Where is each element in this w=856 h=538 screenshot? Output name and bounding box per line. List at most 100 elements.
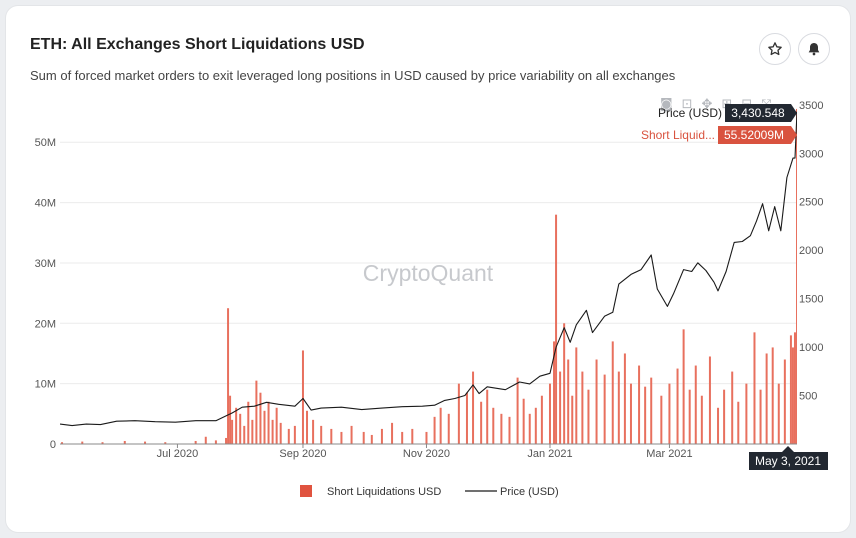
- short-liq-bar: [411, 428, 414, 444]
- short-liq-bar: [717, 407, 720, 444]
- y-axis-left: 0 10M 20M 30M 40M 50M: [35, 137, 56, 451]
- short-liq-bar: [204, 436, 207, 444]
- favorite-button[interactable]: [759, 33, 791, 65]
- bar-series: [61, 108, 797, 444]
- x-tick-label: Sep 2020: [279, 448, 326, 460]
- short-liq-bar: [581, 371, 584, 444]
- short-liq-bar: [465, 392, 468, 444]
- short-liq-bar: [164, 442, 167, 444]
- short-liq-bar: [516, 377, 519, 444]
- short-liq-bar: [472, 371, 475, 444]
- short-liq-bar: [676, 368, 679, 444]
- x-axis: Jul 2020 Sep 2020 Nov 2020 Jan 2021 Mar 2021: [60, 443, 797, 460]
- hover-short-label: Short Liquid...: [641, 128, 715, 142]
- short-liq-bar: [682, 329, 685, 444]
- short-liq-bar: [660, 395, 663, 444]
- short-liq-bar: [731, 371, 734, 444]
- short-liq-bar: [595, 359, 598, 444]
- short-liq-bar: [623, 353, 626, 444]
- hover-price-label: Price (USD): [658, 106, 722, 120]
- hover-date: May 3, 2021: [755, 454, 821, 468]
- y-left-tick: 10M: [35, 379, 56, 391]
- short-liq-bar: [123, 440, 126, 444]
- legend-short-swatch[interactable]: [300, 485, 312, 497]
- legend-short-label[interactable]: Short Liquidations USD: [327, 486, 441, 498]
- y-left-tick: 50M: [35, 137, 56, 149]
- short-liq-bar: [447, 413, 450, 444]
- short-liq-bar: [777, 383, 780, 444]
- short-liq-bar: [571, 395, 574, 444]
- short-liq-bar: [279, 422, 282, 444]
- short-liq-bar: [553, 341, 556, 444]
- short-liq-bar: [644, 386, 647, 444]
- y-axis-right: 500 1000 1500 2000 2500 3000 3500: [799, 100, 823, 403]
- legend-price-label[interactable]: Price (USD): [500, 486, 559, 498]
- short-liq-bar: [306, 410, 309, 444]
- short-liq-bar: [380, 428, 383, 444]
- short-liq-bar: [239, 413, 242, 444]
- short-liq-bar: [688, 389, 691, 444]
- y-right-tick: 500: [799, 391, 817, 403]
- short-liq-bar: [214, 440, 217, 444]
- short-liq-bar: [320, 425, 323, 444]
- hover-short-box: [718, 126, 791, 144]
- short-liq-bar: [194, 440, 197, 444]
- bell-icon: [808, 43, 820, 56]
- short-liq-bar: [401, 431, 404, 444]
- short-liq-bar: [548, 383, 551, 444]
- short-liq-bar: [243, 425, 246, 444]
- short-liq-bar: [567, 359, 570, 444]
- short-liq-bar: [771, 347, 774, 444]
- short-liq-bar: [745, 383, 748, 444]
- short-liq-bar: [255, 380, 258, 444]
- short-liq-bar: [293, 425, 296, 444]
- short-liq-bar: [486, 389, 489, 444]
- camera-icon[interactable]: ◙: [660, 97, 673, 112]
- star-icon: [768, 42, 782, 56]
- short-liq-bar: [575, 347, 578, 444]
- short-liq-bar: [101, 442, 104, 444]
- short-liq-bar: [271, 419, 274, 444]
- chart-grid: [60, 141, 797, 445]
- short-liq-bar: [287, 428, 290, 444]
- y-left-tick: 40M: [35, 198, 56, 210]
- short-liq-bar: [638, 365, 641, 444]
- short-liq-bar: [433, 416, 436, 444]
- alert-button[interactable]: [798, 33, 830, 65]
- short-liq-bar: [350, 425, 353, 444]
- short-liq-bar: [587, 389, 590, 444]
- short-liq-bar: [231, 419, 234, 444]
- short-liq-bar: [247, 401, 250, 444]
- short-liq-bar: [617, 371, 620, 444]
- short-liq-bar: [603, 374, 606, 444]
- pan-icon[interactable]: ✥: [701, 97, 713, 112]
- y-right-tick: 2500: [799, 197, 823, 209]
- short-liq-bar: [723, 389, 726, 444]
- x-tick-label: Jul 2020: [157, 448, 199, 460]
- y-left-tick: 0: [50, 439, 56, 451]
- short-liq-bar: [263, 410, 266, 444]
- short-liq-bar: [668, 383, 671, 444]
- hover-date-box: [749, 452, 828, 470]
- zoom-icon[interactable]: ⊡: [681, 97, 693, 112]
- short-liq-bar: [225, 437, 228, 444]
- y-left-tick: 30M: [35, 258, 56, 270]
- short-liq-bar: [301, 350, 304, 444]
- short-liq-bar: [528, 413, 531, 444]
- short-liq-bar: [457, 383, 460, 444]
- short-liq-bar: [480, 401, 483, 444]
- hover-short-value: 55.52009M: [724, 128, 784, 142]
- short-liq-bar: [759, 389, 762, 444]
- y-right-tick: 3500: [799, 100, 823, 112]
- short-liq-bar: [330, 428, 333, 444]
- short-liq-bar: [508, 416, 511, 444]
- short-liq-bar: [789, 335, 792, 444]
- short-liq-bar: [793, 332, 796, 444]
- short-liq-bar: [753, 332, 756, 444]
- short-liq-bar: [251, 419, 254, 444]
- short-liq-bar: [737, 401, 740, 444]
- watermark: CryptoQuant: [363, 260, 494, 286]
- y-right-tick: 1000: [799, 342, 823, 354]
- x-tick-label: Mar 2021: [646, 448, 692, 460]
